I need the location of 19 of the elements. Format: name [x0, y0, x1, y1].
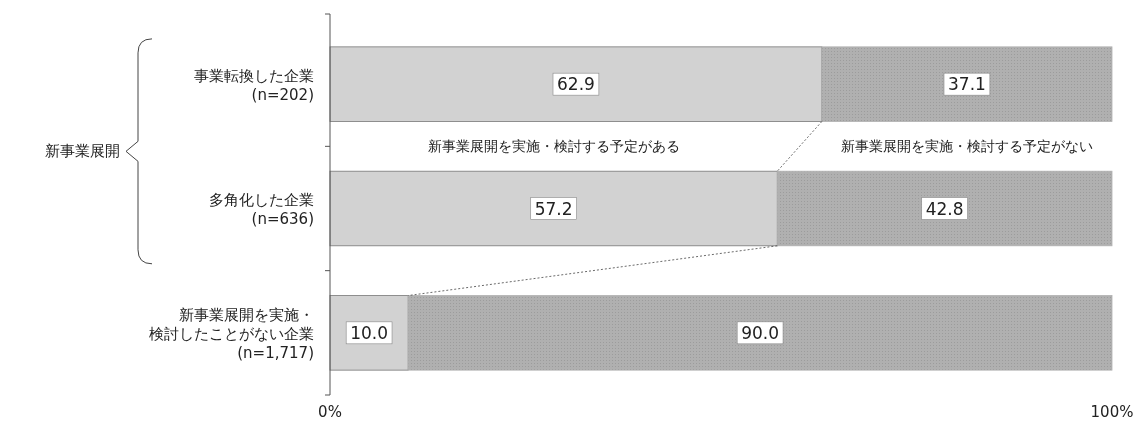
data-label: 57.2	[534, 198, 573, 219]
bar	[407, 295, 1113, 371]
data-label: 62.9	[557, 74, 595, 95]
series-label: 新事業展開を実施・検討する予定がある	[427, 138, 680, 155]
data-label: 42.8	[925, 198, 964, 219]
y-tick-label: 多角化した企業 (n=636)	[209, 191, 314, 228]
data-label: 10.0	[350, 322, 389, 343]
y-tick-label: 事業転換した企業 (n=202)	[194, 66, 314, 104]
bar	[821, 46, 1113, 122]
bar	[776, 170, 1113, 247]
y-tick-label: 新事業展開を実施・検討したことがない企業 (n=1,717)	[149, 305, 314, 362]
x-tick-label: 0%	[318, 403, 342, 421]
series-label: 新事業展開を実施・検討する予定がない	[840, 138, 1093, 155]
data-label: 37.1	[948, 74, 986, 95]
text: 新事業展開	[45, 142, 120, 161]
bar	[329, 170, 778, 247]
bar	[329, 46, 823, 122]
data-label: 90.0	[741, 322, 780, 343]
x-tick-label: 100%	[1090, 403, 1134, 421]
